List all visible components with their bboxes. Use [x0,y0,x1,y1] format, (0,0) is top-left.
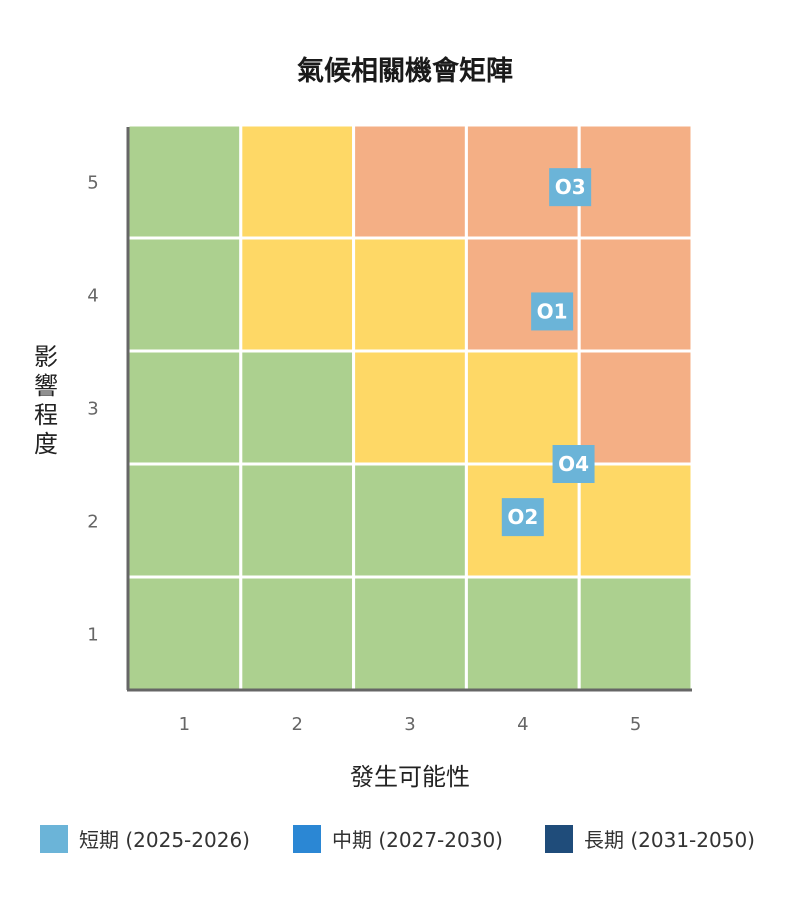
matrix-cell [464,575,581,692]
matrix-cell [577,349,694,466]
marker-o2: O2 [501,498,544,537]
marker-box [531,292,574,331]
y-axis-label: 影響程度 [34,343,58,458]
matrix-cell [352,575,468,692]
legend-swatch [40,825,68,853]
y-tick-label: 3 [87,399,98,420]
marker-o4: O4 [552,445,595,483]
x-tick-label: 5 [630,714,641,735]
y-tick-label: 1 [87,625,98,646]
x-axis-label: 發生可能性 [350,763,470,791]
marker-box [549,168,592,207]
legend-label: 長期 (2031-2050) [584,828,755,852]
matrix-cell [577,575,694,692]
matrix-cell [352,123,468,240]
marker-box [501,498,544,537]
matrix-cell [239,236,356,353]
legend: 短期 (2025-2026) 中期 (2027-2030) 長期 (2031-205… [40,825,755,853]
legend-item: 短期 (2025-2026) [40,825,250,853]
legend-item: 長期 (2031-2050) [545,825,755,853]
chart-title: 氣候相關機會矩陣 [297,55,513,87]
legend-label: 中期 (2027-2030) [332,828,503,852]
y-tick-label: 5 [87,173,98,194]
marker-label: O2 [507,505,538,529]
matrix-cell [352,236,468,353]
marker-o3: O3 [549,168,592,207]
matrix-cell [577,236,694,353]
legend-swatch [293,825,321,853]
matrix-cell [126,349,243,466]
matrix-cell [239,349,356,466]
tick-labels: 1 2 3 4 5 1 2 3 4 5 [87,173,641,736]
legend-label: 短期 (2025-2026) [79,828,250,852]
y-tick-label: 2 [87,512,98,533]
matrix-cell [126,236,243,353]
matrix-cell [126,123,243,240]
x-tick-label: 2 [291,714,302,735]
marker-o1: O1 [531,292,574,331]
marker-box [552,445,595,483]
matrix-cell [239,462,356,579]
marker-label: O1 [537,299,568,323]
matrix-cell [239,575,356,692]
y-axis-label-text: 影響程度 [34,343,58,458]
matrix-cell [352,462,468,579]
matrix-cells [126,123,694,692]
matrix-cell [126,462,243,579]
matrix-cell [352,349,468,466]
matrix-cell [577,462,694,579]
x-tick-label: 4 [517,714,528,735]
matrix-cell [577,123,694,240]
x-tick-label: 1 [179,714,190,735]
matrix-cell [126,575,243,692]
marker-label: O4 [558,452,589,476]
opportunity-markers: O3 O1 O4 O2 [501,168,595,537]
legend-item: 中期 (2027-2030) [293,825,503,853]
axes [126,127,692,692]
matrix-cell [239,123,356,240]
marker-label: O3 [555,175,586,199]
x-tick-label: 3 [404,714,415,735]
legend-swatch [545,825,573,853]
y-tick-label: 4 [87,286,98,307]
